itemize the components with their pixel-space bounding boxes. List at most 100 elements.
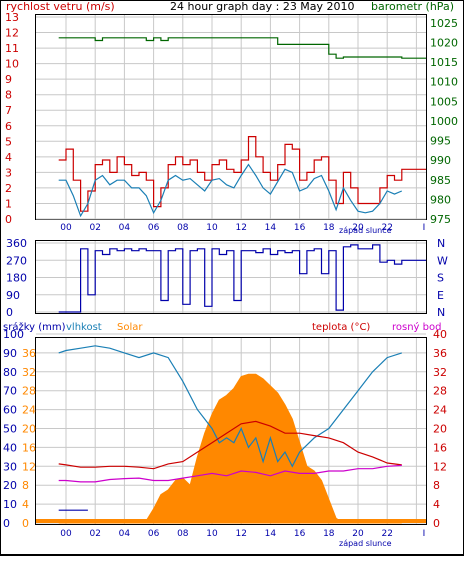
pressure-line [58,37,426,59]
x-tick-label: I [423,223,426,233]
pressure-axis-title: barometr (hPa) [371,0,454,13]
wind-tick-label: 9 [5,73,12,86]
pressure-tick-label: 1005 [430,95,458,108]
x-tick-label: 04 [119,223,131,233]
pressure-tick-label: 1020 [430,36,458,49]
rain-tick-label: 90 [3,347,17,360]
x-tick-label: 12 [235,223,246,233]
temp-series [36,345,426,524]
x-tick-label: 08 [177,529,189,539]
solar-area [58,373,402,524]
x-tick-label: 00 [60,223,72,233]
pressure-tick-label: 985 [430,174,451,187]
temp-tick-label: 12 [433,460,447,473]
rain-tick-label: 50 [3,423,17,436]
pressure-tick-label: 1010 [430,76,458,89]
solar-tick-label: 16 [22,441,36,454]
wind-average-line [58,163,403,218]
pressure-y-ticks: 1025 1020 1015 1010 1005 1000 995 990 985 980 975 [430,17,458,226]
x-tick-label: 18 [323,529,335,539]
wind-tick-label: 11 [5,42,19,55]
x-tick-label: 22 [381,223,392,233]
chart-title: 24 hour graph day : 23 May 2010 [170,0,355,13]
x-tick-label: 16 [294,223,306,233]
direction-tick-label: 0 [6,306,13,319]
wind-tick-label: 4 [5,151,12,164]
direction-tick-label: 90 [6,289,20,302]
pressure-tick-label: 1015 [430,56,458,69]
pressure-tick-label: 1025 [430,17,458,30]
sunset-label-top: západ slunce [339,226,392,235]
temp-tick-label: 36 [433,347,447,360]
temp-tick-label: 0 [433,517,440,530]
solar-y-ticks: 36 32 28 24 20 16 12 8 4 0 [22,347,36,530]
wind-tick-label: 7 [5,104,12,117]
wind-tick-label: 1 [5,197,12,210]
direction-y-ticks: 360 270 180 90 0 [6,237,27,319]
rain-tick-label: 70 [3,385,17,398]
temp-x-ticks: 00 02 04 06 08 10 12 14 16 18 20 22 I [60,529,425,539]
temp-tick-label: 20 [433,423,447,436]
rain-tick-label: 10 [3,498,17,511]
direction-tick-label: 270 [6,254,27,267]
compass-label: S [437,272,444,285]
x-tick-label: 08 [177,223,189,233]
wind-series [58,37,426,218]
x-tick-label: 14 [265,223,277,233]
rain-tick-label: 100 [3,328,24,341]
direction-series [58,244,426,313]
rain-tick-label: 0 [3,517,10,530]
solar-tick-label: 28 [22,385,36,398]
wind-tick-label: 3 [5,166,12,179]
solar-tick-label: 8 [22,479,29,492]
solar-tick-label: 20 [22,423,36,436]
temp-tick-label: 4 [433,498,440,511]
wind-plot-area [35,14,427,220]
temperature-line [58,420,402,470]
legend-rain: srážky (mm) [3,321,66,333]
rain-tick-label: 80 [3,366,17,379]
x-tick-label: 06 [148,529,160,539]
wind-tick-label: 10 [5,58,19,71]
wind-tick-label: 2 [5,182,12,195]
solar-tick-label: 12 [22,460,36,473]
pressure-tick-label: 990 [430,154,451,167]
rain-tick-label: 60 [3,404,17,417]
temp-tick-label: 8 [433,479,440,492]
compass-label: W [437,254,448,267]
compass-label: N [437,237,445,250]
wind-axis-title: rychlost vetru (m/s) [6,0,115,13]
wind-tick-label: 6 [5,120,12,133]
x-tick-label: I [423,529,426,539]
legend-temperature: teplota (°C) [312,322,370,333]
pressure-tick-label: 975 [430,213,451,226]
compass-label: N [437,306,445,319]
wind-tick-label: 0 [5,213,12,226]
legend-humidity: vlhkost [66,322,102,333]
wind-tick-label: 5 [5,135,12,148]
legend-solar: Solar [117,322,143,333]
x-tick-label: 18 [323,223,335,233]
x-tick-label: 22 [381,529,392,539]
wind-tick-label: 8 [5,89,12,102]
temp-tick-label: 24 [433,404,447,417]
solar-tick-label: 0 [22,517,29,530]
x-tick-label: 12 [235,529,246,539]
temp-tick-label: 16 [433,441,447,454]
x-tick-label: 06 [148,223,160,233]
x-tick-label: 02 [89,529,100,539]
rain-tick-label: 40 [3,441,17,454]
x-tick-label: 16 [294,529,306,539]
x-tick-label: 14 [265,529,277,539]
solar-tick-label: 32 [22,366,36,379]
direction-tick-label: 360 [6,237,27,250]
x-tick-label: 10 [206,529,218,539]
x-tick-label: 00 [60,529,72,539]
wind-x-ticks: 00 02 04 06 08 10 12 14 16 18 20 22 I [60,223,425,233]
wind-direction-line [58,244,426,313]
